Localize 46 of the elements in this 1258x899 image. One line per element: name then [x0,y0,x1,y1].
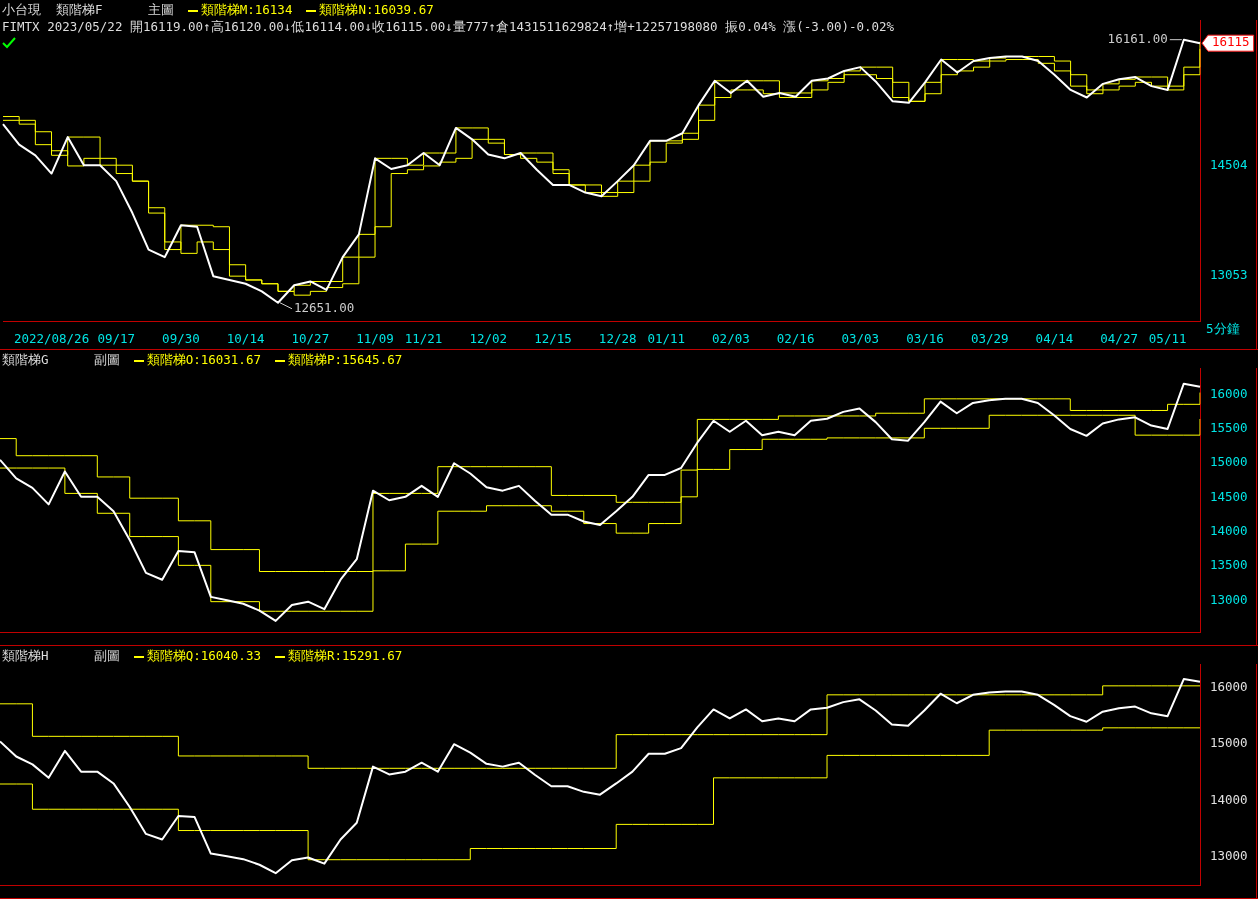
y-tick-label: 14500 [1210,488,1248,504]
x-tick-label: 12/15 [534,330,572,346]
y-tick-label: 14000 [1210,791,1248,807]
x-axis-title: 5分鐘 [1206,321,1240,337]
y-tick-label: 13500 [1210,557,1248,573]
y-tick-label: 14000 [1210,523,1248,539]
x-tick-label: 02/03 [712,330,750,346]
y-tick-label: 16000 [1210,385,1248,401]
chart-title: 小台現 類階梯F 主圖 [2,2,174,17]
y-tick-label: 13053 [1210,267,1248,283]
x-tick-label: 05/11 [1148,330,1187,346]
legend-label: 類階梯O:16031.67 [146,352,261,367]
legend-label: 類階梯N:16039.67 [319,2,434,17]
x-tick-label: 11/09 [356,330,394,346]
x-tick-label: 12/28 [598,330,637,346]
x-tick-label: 11/21 [404,330,443,346]
x-tick-label: 02/16 [776,330,815,346]
annotation: 16161.00 [1107,30,1168,46]
x-tick-label: 09/30 [162,330,200,346]
legend-label: 類階梯Q:16040.33 [146,648,261,663]
y-tick-label: 15000 [1210,454,1248,470]
y-tick-label: 13000 [1210,591,1248,607]
x-tick-label: 10/27 [291,330,330,346]
chart-title: 類階梯G 副圖 [2,352,120,367]
legend-label: 類階梯M:16134 [200,2,293,17]
y-tick-label: 13000 [1210,847,1248,863]
chart-subtitle: FIMTX 2023/05/22 開16119.00↑高16120.00↓低16114.00↓收16115.00↓量777↑倉1431511629824↑增+12257198080 振0.04% 漲(-3.00)-0.02% [2,18,895,35]
annotation: 12651.00 [293,300,355,316]
x-tick-label: 03/03 [841,330,880,346]
legend-label: 類階梯P:15645.67 [287,352,403,367]
x-tick-label: 04/27 [1100,330,1138,346]
chart-title: 類階梯H 副圖 [2,648,120,663]
x-tick-label: 04/14 [1035,330,1074,346]
x-tick-label: 09/17 [97,330,136,346]
x-tick-label: 01/11 [647,330,686,346]
y-tick-label: 14504 [1210,156,1248,172]
y-tick-label: 16000 [1210,679,1248,695]
x-tick-label: 03/16 [906,330,944,346]
legend-label: 類階梯R:15291.67 [287,648,403,663]
text: 16115 [1212,34,1250,50]
x-tick-label: 10/14 [226,330,265,346]
x-tick-label: 12/02 [469,330,508,346]
y-tick-label: 15000 [1210,735,1248,751]
x-tick-label: 2022/08/26 [13,330,90,346]
y-tick-label: 15500 [1210,420,1248,436]
x-tick-label: 03/29 [970,330,1009,346]
